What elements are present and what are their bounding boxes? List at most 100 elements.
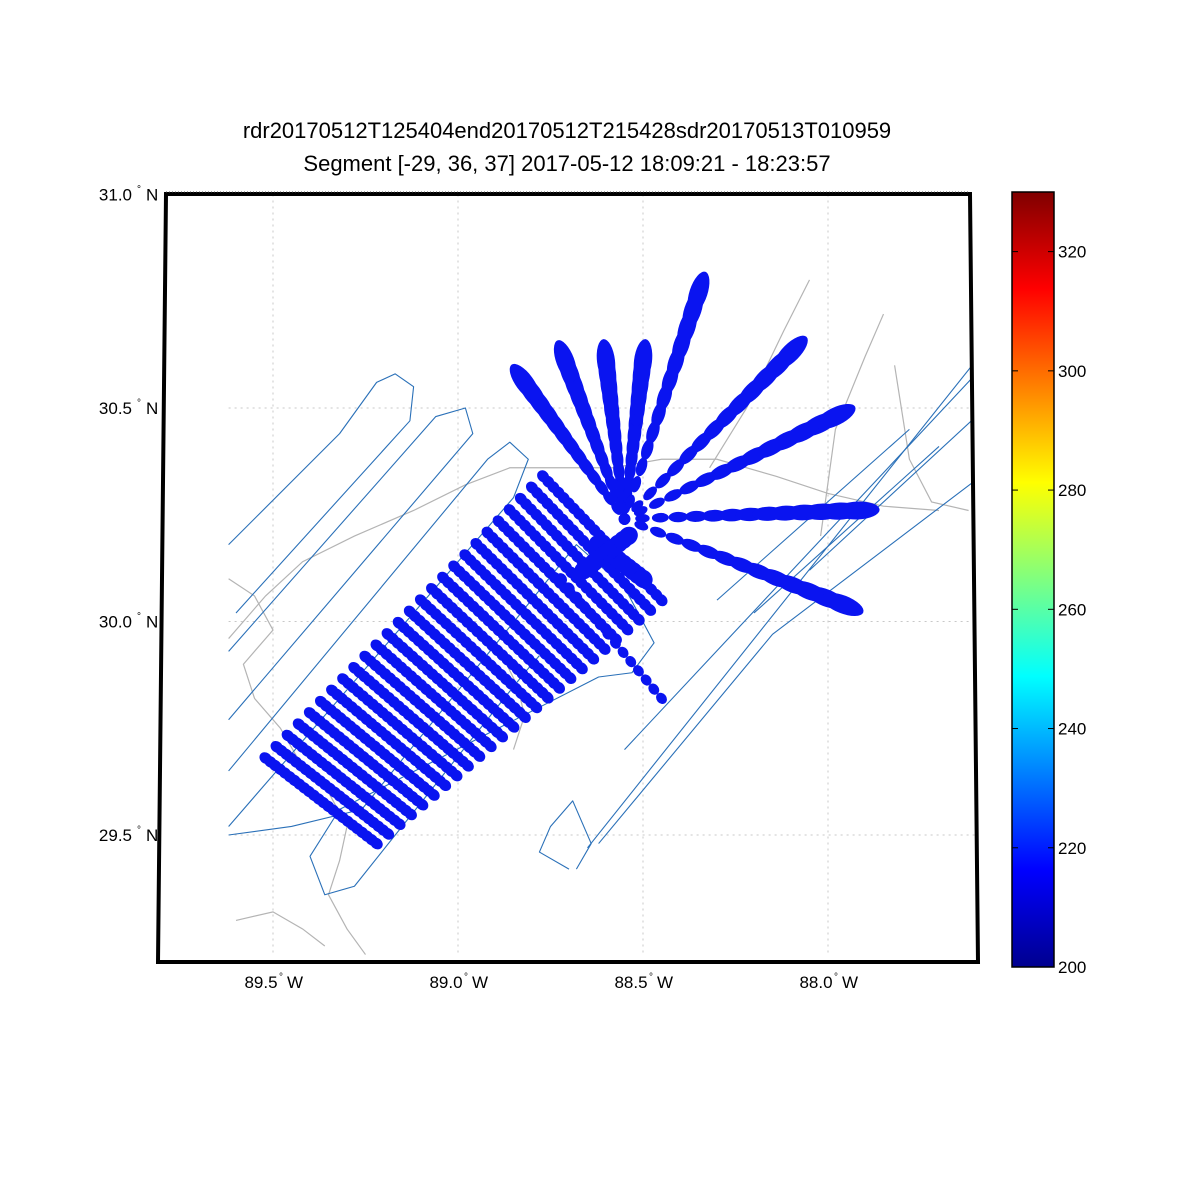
colorbar-tick-label: 320 — [1058, 243, 1086, 262]
lat-tick-number: 30.0 — [99, 613, 132, 632]
footprint — [665, 532, 685, 545]
footprint — [633, 339, 653, 383]
flight-track-7 — [624, 364, 978, 750]
footprint — [635, 513, 650, 523]
footprint — [473, 749, 486, 762]
colorbar-ticks: 200 220 240 260 280 300 320 — [1012, 243, 1086, 977]
raster-line-7 — [337, 673, 463, 782]
colorbar-tick-label: 280 — [1058, 481, 1086, 500]
raster-line-9 — [359, 650, 486, 762]
lat-tick-hemisphere: N — [146, 186, 158, 205]
footprint — [634, 520, 649, 531]
radial-spoke-2 — [596, 339, 629, 525]
colorbar-tick-3: 260 — [1012, 600, 1086, 619]
flight-track-layer — [228, 313, 978, 896]
title-line-1: rdr20170512T125404end20170512T215428sdr2… — [243, 118, 891, 143]
footprint — [484, 740, 497, 753]
footprint — [381, 827, 395, 840]
footprint — [556, 573, 568, 585]
lat-tick-number: 29.5 — [99, 826, 132, 845]
footprint — [507, 720, 520, 733]
footprint — [575, 662, 588, 675]
footprint — [602, 628, 614, 640]
footprint — [587, 652, 600, 665]
colorbar-tick-5: 300 — [1012, 362, 1086, 381]
flight-track-1 — [228, 407, 474, 721]
footprint — [571, 591, 583, 603]
coastline-segment-4 — [820, 313, 885, 537]
footprint — [416, 798, 429, 811]
footprint — [518, 710, 531, 723]
footprint — [509, 363, 540, 401]
footprint — [649, 497, 665, 509]
lat-tick-hemisphere: N — [146, 826, 158, 845]
footprint — [774, 335, 808, 370]
flight-track-4 — [538, 800, 592, 870]
raster-line-20 — [481, 526, 611, 655]
lon-tick-hemisphere: W — [287, 973, 303, 992]
raster-line-8 — [348, 662, 474, 772]
radial-spoke-3 — [620, 339, 653, 525]
flight-track-8 — [809, 399, 978, 571]
lon-tick-number: 89.5 — [244, 973, 277, 992]
footprint — [393, 818, 406, 830]
lon-tick-hemisphere: W — [472, 973, 488, 992]
footprint — [685, 510, 708, 522]
raster-line-3 — [292, 718, 417, 821]
colorbar-tick-label: 300 — [1058, 362, 1086, 381]
footprint — [630, 476, 642, 493]
lat-tick-degree: ° — [137, 825, 141, 836]
footprint — [621, 623, 634, 636]
footprint — [668, 511, 688, 523]
footprint — [563, 582, 575, 594]
footprint — [427, 788, 440, 801]
lat-tick-degree: ° — [137, 612, 141, 623]
footprint — [552, 681, 565, 694]
footprint — [564, 672, 577, 685]
colorbar-tick-label: 240 — [1058, 720, 1086, 739]
raster-extra-leg — [556, 573, 667, 704]
lat-tick-hemisphere: N — [146, 613, 158, 632]
coastline-segment-0 — [228, 458, 940, 639]
colorbar-tick-label: 260 — [1058, 600, 1086, 619]
footprint — [617, 646, 629, 658]
raster-line-16 — [437, 571, 565, 694]
colorbar-tick-0: 200 — [1012, 958, 1086, 977]
map-background — [158, 194, 978, 962]
lat-tick-1: 30.5 ° N — [99, 398, 158, 418]
footprint — [633, 506, 648, 517]
footprint — [609, 637, 621, 649]
footprint — [822, 592, 864, 617]
lat-tick-degree: ° — [137, 185, 141, 196]
flight-track-6 — [598, 428, 978, 844]
raster-line-6 — [326, 684, 452, 792]
footprint — [655, 472, 671, 489]
colorbar-tick-1: 220 — [1012, 839, 1086, 858]
footprint — [586, 609, 598, 622]
title-line-2: Segment [-29, 36, 37] 2017-05-12 18:09:2… — [303, 151, 830, 176]
lon-tick-number: 89.0 — [429, 973, 462, 992]
footprint — [651, 512, 669, 523]
footprint — [687, 271, 710, 314]
raster-line-17 — [448, 560, 577, 685]
footprint — [495, 730, 509, 743]
flight-track-0 — [228, 373, 415, 614]
footprint-layer — [259, 271, 880, 850]
footprint — [633, 665, 644, 677]
raster-line-10 — [370, 639, 497, 753]
overlap-patch-b — [574, 526, 638, 580]
lon-tick-degree: ° — [279, 972, 283, 983]
lon-tick-hemisphere: W — [842, 973, 858, 992]
raster-line-1 — [270, 740, 395, 840]
coastline-segment-5 — [894, 365, 969, 512]
raster-line-11 — [381, 628, 509, 743]
footprint — [640, 674, 652, 686]
footprint — [438, 779, 452, 792]
colorbar-tick-2: 240 — [1012, 720, 1086, 739]
lon-tick-degree: ° — [464, 972, 468, 983]
footprint — [635, 457, 648, 477]
raster-line-4 — [303, 707, 429, 811]
lon-tick-hemisphere: W — [657, 973, 673, 992]
lat-tick-degree: ° — [137, 398, 141, 409]
raster-line-15 — [426, 583, 554, 704]
